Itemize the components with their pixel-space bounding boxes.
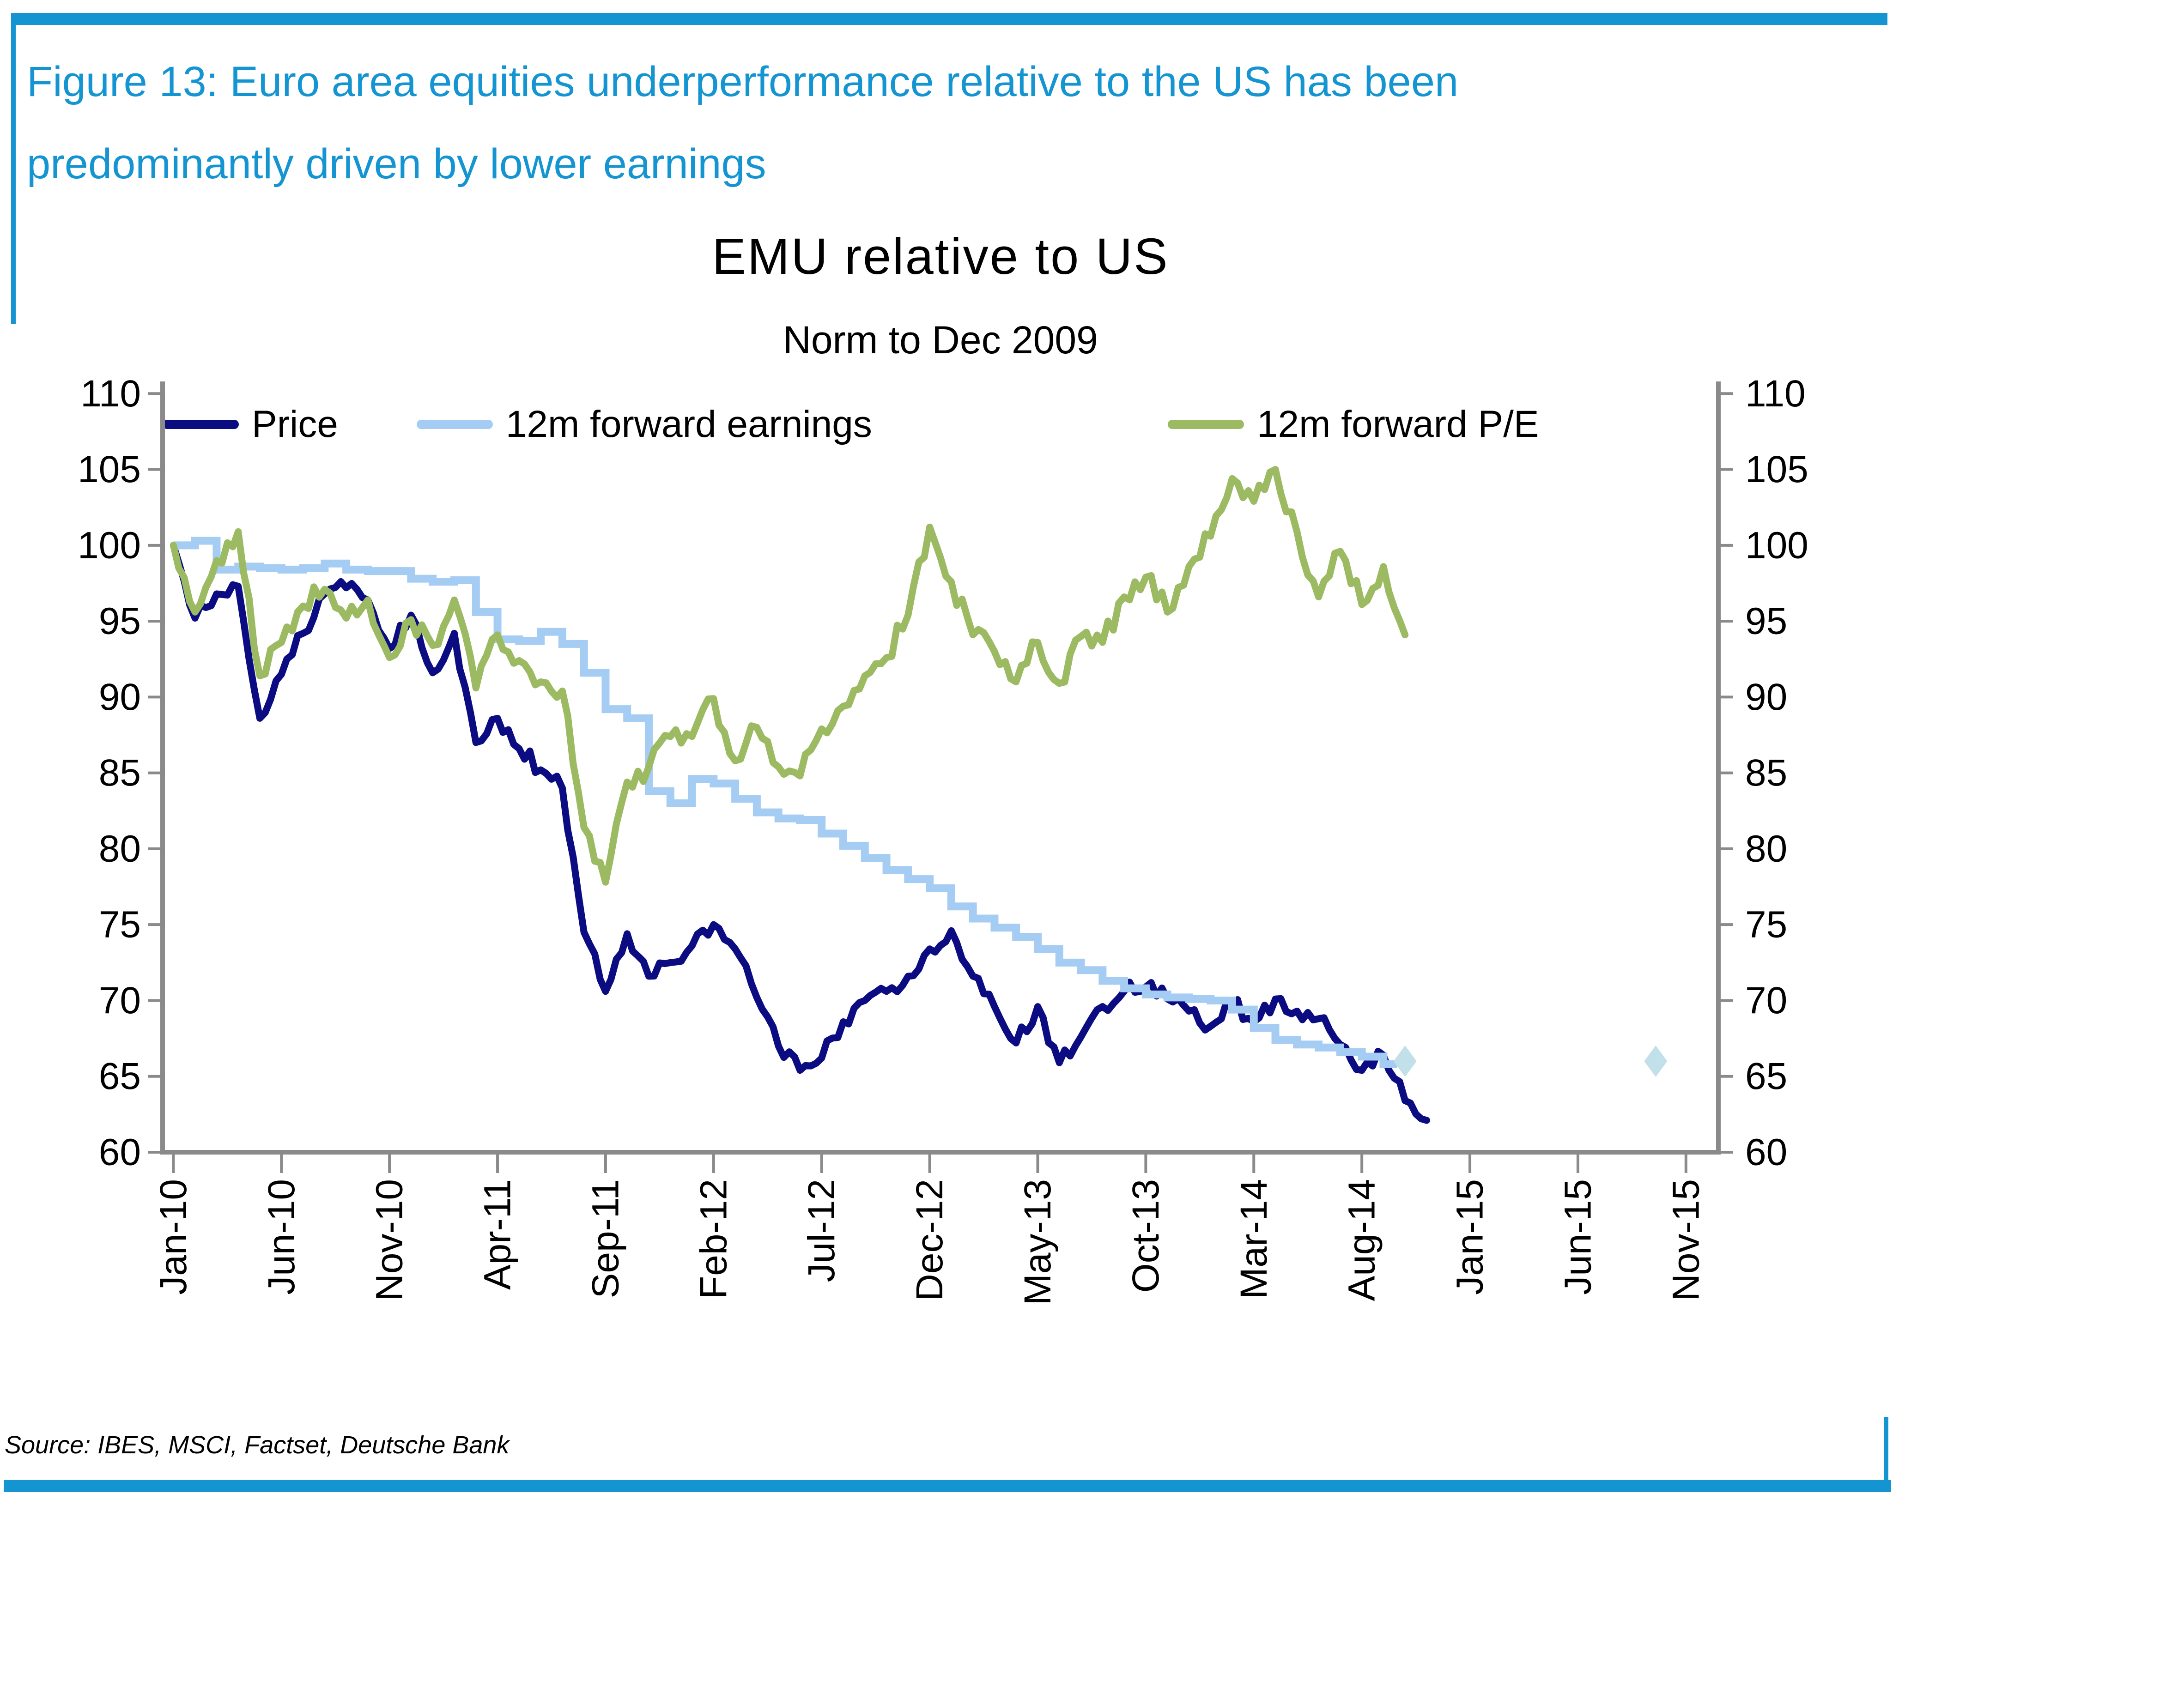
legend-swatch-12m-forward-p-e	[1167, 420, 1244, 429]
svg-text:90: 90	[1745, 676, 1787, 718]
chart-plot: 60 65 70 75 80 85 90 95 100 105 110 60 65 70 75 80 85 90 9…	[78, 373, 1808, 1306]
legend-label-price: Price	[252, 403, 338, 445]
svg-text:100: 100	[1745, 524, 1808, 566]
series-12m-forward-p-e	[170, 466, 1409, 886]
svg-text:65: 65	[1745, 1055, 1787, 1097]
svg-text:60: 60	[99, 1131, 141, 1173]
legend-label-12m-forward-p-e: 12m forward P/E	[1256, 403, 1539, 445]
svg-text:95: 95	[99, 600, 141, 642]
axis-ticks	[148, 392, 1733, 1173]
series-12m-forward-earnings	[173, 537, 1397, 1068]
svg-text:70: 70	[1745, 980, 1787, 1022]
figure-title: Figure 13: Euro area equities underperfo…	[27, 41, 2073, 205]
svg-text:Dec-12: Dec-12	[909, 1179, 951, 1301]
svg-text:100: 100	[78, 524, 141, 566]
svg-text:Nov-10: Nov-10	[369, 1179, 411, 1301]
svg-text:Jun-10: Jun-10	[261, 1179, 303, 1295]
chart-subtitle: Norm to Dec 2009	[783, 318, 1098, 362]
x-axis-labels: Jan-10 Jun-10 Nov-10 Apr-11 Sep-11 Feb-12 Jul-…	[152, 1179, 1707, 1305]
legend-item-12m-forward-p-e: 12m forward P/E	[1167, 403, 1539, 446]
svg-text:110: 110	[1745, 373, 1806, 415]
svg-text:105: 105	[1745, 448, 1808, 490]
svg-text:85: 85	[1745, 752, 1787, 794]
series-price	[170, 542, 1430, 1124]
legend-swatch-price	[163, 420, 239, 429]
svg-text:Jun-15: Jun-15	[1557, 1179, 1599, 1295]
chart-legend: Price 12m forward earnings 12m forward P/E	[163, 403, 1718, 446]
svg-text:Feb-12: Feb-12	[692, 1179, 734, 1299]
source-right-rule	[1884, 1417, 1888, 1480]
svg-text:Oct-13: Oct-13	[1125, 1179, 1167, 1293]
series-earnings-estimate-markers	[1393, 1045, 1668, 1077]
legend-label-12m-forward-earnings: 12m forward earnings	[505, 403, 872, 445]
svg-text:90: 90	[99, 676, 141, 718]
svg-text:Nov-15: Nov-15	[1665, 1179, 1707, 1301]
svg-text:Jan-15: Jan-15	[1449, 1179, 1491, 1295]
svg-text:75: 75	[1745, 904, 1787, 946]
svg-text:70: 70	[99, 980, 141, 1022]
bottom-border-bar	[4, 1480, 1891, 1492]
svg-text:Mar-14: Mar-14	[1233, 1179, 1275, 1299]
svg-text:75: 75	[99, 904, 141, 946]
svg-text:85: 85	[99, 752, 141, 794]
svg-text:110: 110	[80, 373, 141, 415]
svg-text:Jul-12: Jul-12	[801, 1179, 843, 1282]
svg-text:65: 65	[99, 1055, 141, 1097]
legend-item-price: Price	[163, 403, 338, 446]
svg-text:May-13: May-13	[1017, 1179, 1059, 1305]
source-note: Source: IBES, MSCI, Factset, Deutsche Ba…	[5, 1431, 510, 1459]
svg-text:Sep-11: Sep-11	[584, 1179, 626, 1298]
chart-title: EMU relative to US	[712, 228, 1169, 285]
top-border-bar	[11, 13, 1887, 25]
title-left-rule	[11, 24, 16, 324]
svg-text:95: 95	[1745, 600, 1787, 642]
figure-title-line1: Figure 13: Euro area equities underperfo…	[27, 58, 1459, 105]
svg-text:80: 80	[1745, 828, 1787, 870]
svg-text:60: 60	[1745, 1131, 1787, 1173]
svg-text:Aug-14: Aug-14	[1341, 1179, 1383, 1301]
legend-swatch-12m-forward-earnings	[416, 420, 493, 429]
legend-item-12m-forward-earnings: 12m forward earnings	[416, 403, 872, 446]
svg-text:105: 105	[78, 448, 141, 490]
y-axis-labels-left: 60 65 70 75 80 85 90 95 100 105 110	[78, 373, 141, 1173]
axes	[160, 381, 1721, 1155]
y-axis-labels-right: 60 65 70 75 80 85 90 95 100 105 110	[1745, 373, 1808, 1173]
svg-text:80: 80	[99, 828, 141, 870]
svg-text:Jan-10: Jan-10	[152, 1179, 194, 1295]
svg-text:Apr-11: Apr-11	[477, 1179, 519, 1290]
figure-title-line2: predominantly driven by lower earnings	[27, 140, 766, 187]
